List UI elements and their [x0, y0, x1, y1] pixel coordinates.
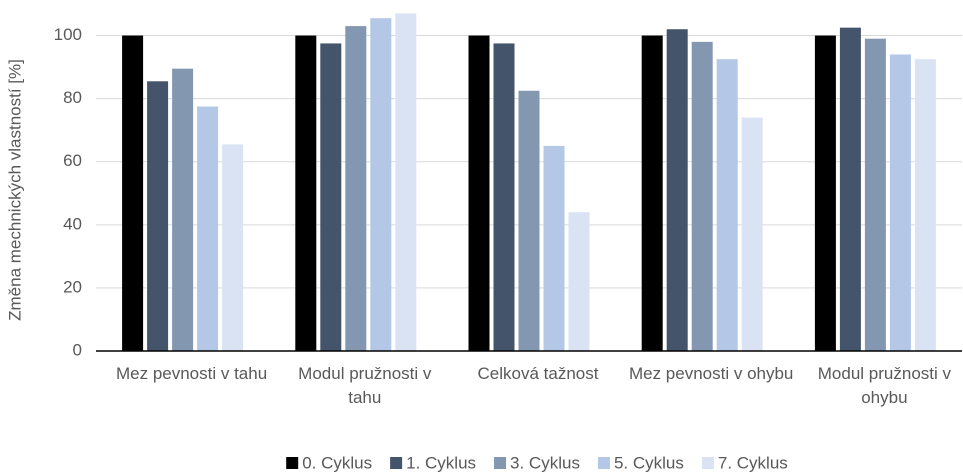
legend-swatch — [597, 457, 610, 469]
y-axis-label: Změna mechnických vlastností [%] — [5, 59, 24, 321]
legend-label: 3. Cyklus — [510, 453, 580, 472]
x-tick-label: Mez pevnosti v ohybu — [628, 364, 794, 383]
legend-label: 7. Cyklus — [718, 453, 788, 472]
y-tick-label: 100 — [54, 25, 82, 44]
bar — [814, 35, 836, 351]
legend-swatch — [390, 457, 403, 469]
y-tick-label: 80 — [63, 88, 82, 107]
y-tick-label: 60 — [63, 151, 82, 170]
legend-label: 5. Cyklus — [614, 453, 684, 472]
bar — [370, 18, 392, 351]
y-tick-label: 40 — [63, 214, 82, 233]
bar — [741, 117, 763, 352]
bar — [320, 43, 342, 351]
legend-swatch — [494, 457, 507, 469]
bar — [839, 27, 861, 352]
x-tick-label: Mez pevnosti v tahu — [115, 364, 268, 383]
bar — [147, 81, 169, 351]
bar — [468, 35, 490, 351]
bar — [641, 35, 663, 351]
bar — [122, 35, 144, 351]
legend-swatch — [286, 457, 299, 469]
bar — [691, 41, 713, 351]
bar — [889, 54, 911, 352]
legend-label: 1. Cyklus — [406, 453, 476, 472]
x-tick-label: Modul pružnosti v ohybu — [817, 364, 951, 407]
bar — [295, 35, 317, 351]
x-tick-label: Modul pružnosti v tahu — [298, 364, 432, 407]
bar — [345, 26, 367, 351]
bar — [914, 59, 936, 352]
bar — [568, 212, 590, 351]
bar — [197, 106, 219, 351]
x-tick-label: Celková tažnost — [477, 364, 599, 383]
bar — [493, 43, 515, 351]
bar — [666, 29, 688, 352]
bar — [864, 38, 886, 351]
bar — [518, 90, 540, 351]
y-tick-label: 0 — [73, 340, 82, 359]
bar — [222, 144, 244, 351]
legend-swatch — [701, 457, 714, 469]
y-tick-label: 20 — [63, 277, 82, 296]
bar — [716, 59, 738, 352]
bar — [172, 68, 194, 351]
bar — [543, 145, 565, 351]
legend-label: 0. Cyklus — [302, 453, 372, 472]
bar — [395, 13, 417, 352]
